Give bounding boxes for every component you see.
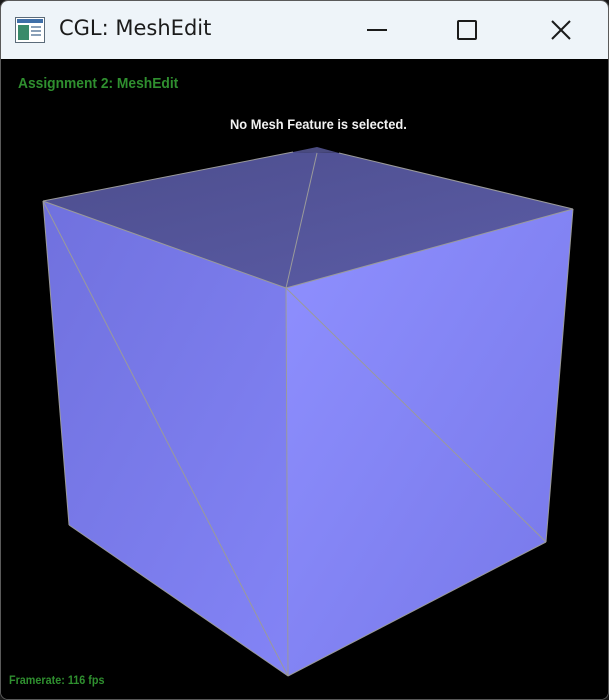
mesh-edges: [42, 151, 574, 677]
top-face-tip: [293, 147, 339, 153]
assignment-header: Assignment 2: MeshEdit: [18, 75, 179, 92]
framerate-value: 116 fps: [67, 673, 105, 687]
minimize-icon: [367, 29, 387, 31]
top-face[interactable]: [43, 152, 573, 288]
title-bar[interactable]: CGL: MeshEdit: [1, 1, 608, 59]
minimize-button[interactable]: [331, 1, 423, 59]
maximize-button[interactable]: [421, 1, 513, 59]
framerate-display: Framerate: 116 fps: [9, 673, 104, 687]
right-face[interactable]: [286, 209, 573, 676]
framerate-label: Framerate:: [9, 673, 65, 687]
mesh-viewport[interactable]: Assignment 2: MeshEdit No Mesh Feature i…: [1, 59, 609, 700]
app-icon: [15, 17, 45, 43]
maximize-icon: [457, 20, 477, 40]
selection-status: No Mesh Feature is selected.: [229, 116, 407, 132]
close-icon: [551, 20, 571, 40]
close-button[interactable]: [515, 1, 607, 59]
window-title: CGL: MeshEdit: [59, 16, 212, 40]
cube-mesh[interactable]: [1, 59, 609, 700]
